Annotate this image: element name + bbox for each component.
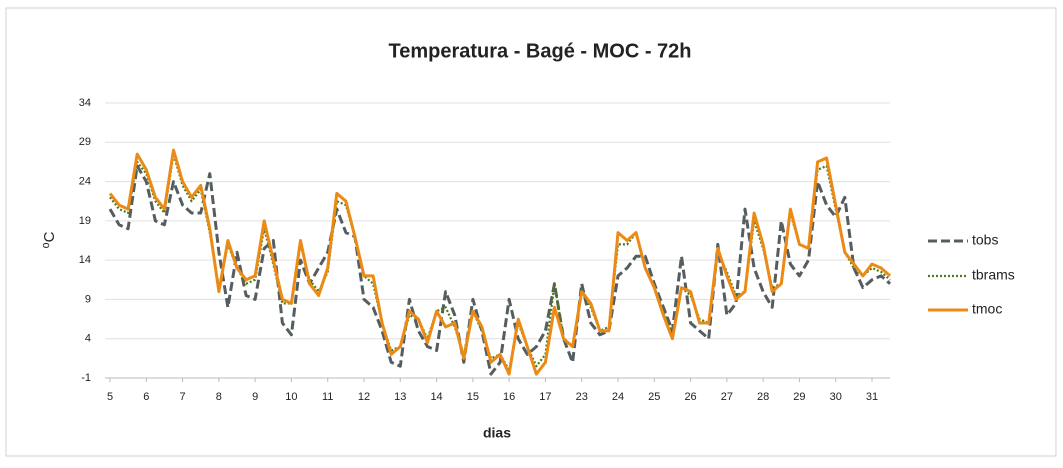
chart-title: Temperatura - Bagé - MOC - 72h: [388, 40, 691, 62]
y-tick-label: -1: [81, 372, 91, 384]
x-tick-label: 28: [757, 391, 769, 403]
y-tick-label: 9: [85, 293, 91, 305]
y-tick-label: 24: [79, 175, 91, 187]
x-tick-label: 9: [252, 391, 258, 403]
y-tick-label: 29: [79, 136, 91, 148]
x-tick-label: 14: [430, 391, 442, 403]
x-tick-label: 12: [358, 391, 370, 403]
x-tick-label: 26: [684, 391, 696, 403]
y-tick-label: 19: [79, 215, 91, 227]
x-tick-label: 30: [830, 391, 842, 403]
x-tick-label: 23: [576, 391, 588, 403]
y-tick-label: 34: [79, 97, 91, 109]
y-tick-label: 14: [79, 254, 91, 266]
x-tick-label: 15: [467, 391, 479, 403]
x-tick-label: 16: [503, 391, 515, 403]
y-tick-label: 4: [85, 333, 91, 345]
legend-label: tobs: [972, 232, 998, 248]
series-line: [108, 164, 892, 376]
x-tick-label: 10: [285, 391, 297, 403]
x-tick-label: 31: [866, 391, 878, 403]
x-tick-label: 7: [180, 391, 186, 403]
x-axis-label: dias: [483, 425, 511, 441]
x-tick-label: 8: [216, 391, 222, 403]
x-tick-label: 25: [648, 391, 660, 403]
x-tick-label: 24: [612, 391, 624, 403]
x-tick-label: 17: [539, 391, 551, 403]
legend-label: tmoc: [972, 301, 1002, 317]
x-tick-label: 13: [394, 391, 406, 403]
x-tick-label: 6: [143, 391, 149, 403]
x-tick-label: 29: [793, 391, 805, 403]
series-line: [108, 148, 892, 376]
x-tick-label: 11: [322, 391, 333, 403]
legend-label: tbrams: [972, 267, 1015, 283]
x-tick-label: 27: [721, 391, 733, 403]
chart-border: [5, 7, 1057, 457]
x-tick-label: 5: [107, 391, 113, 403]
y-axis-label: ⁰C: [41, 231, 58, 248]
